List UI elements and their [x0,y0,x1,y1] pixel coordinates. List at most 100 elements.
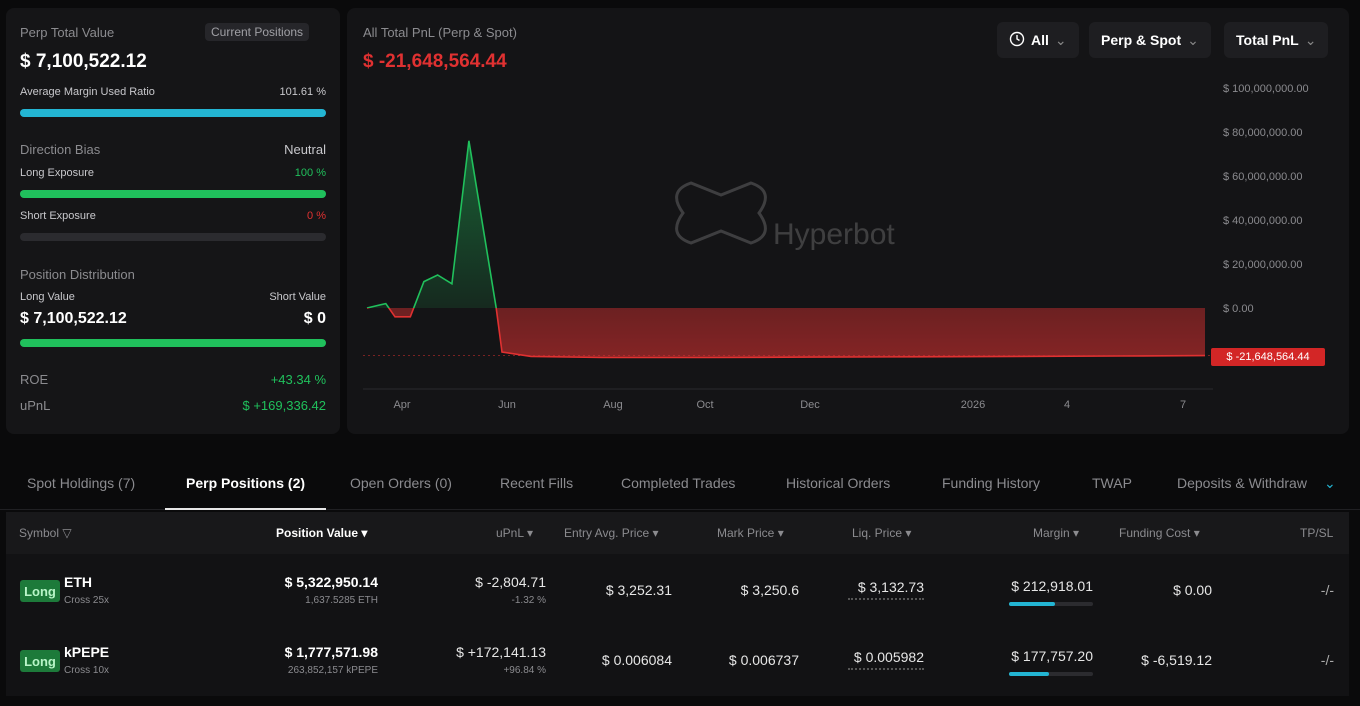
header-funding-cost[interactable]: Funding Cost ▾ [1119,526,1200,540]
time-range-label: All [1031,32,1049,48]
upnl-percent: -1.32 % [511,595,546,606]
short-exposure-value: 0 % [307,210,326,222]
upnl-label: uPnL [20,398,51,413]
sort-icon: ▾ [1073,526,1080,540]
header-liq-price[interactable]: Liq. Price ▾ [852,526,912,540]
tab-historical-orders[interactable]: Historical Orders [786,475,891,491]
avg-margin-value: 101.61 % [279,86,326,98]
short-exposure-label: Short Exposure [20,210,96,222]
position-size: 263,852,157 kPEPE [287,665,378,676]
long-exposure-value: 100 % [294,167,326,179]
header-mark-price[interactable]: Mark Price ▾ [717,526,784,540]
table-row[interactable]: Long kPEPE Cross 10x $ 1,777,571.98 263,… [6,624,1349,694]
tpsl[interactable]: -/- [1320,582,1334,598]
metric-dropdown[interactable]: Total PnL ⌄ [1224,22,1329,58]
tab-open-orders[interactable]: Open Orders (0) [350,475,452,491]
long-value: $ 7,100,522.12 [20,310,127,327]
tab-recent-fills[interactable]: Recent Fills [500,475,574,491]
header-symbol[interactable]: Symbol ▽ [19,526,72,540]
x-tick-label: Dec [800,399,820,411]
y-tick-label: $ 40,000,000.00 [1223,215,1303,227]
header-entry-price[interactable]: Entry Avg. Price ▾ [564,526,659,540]
x-tick-label: Oct [696,399,713,411]
pnl-chart: Hyperbot Apr Jun Aug Oct Dec 2026 4 7 $ 100,000… [363,83,1309,411]
chevron-down-icon: ⌄ [1054,31,1067,48]
funding-cost: $ -6,519.12 [1141,652,1212,668]
header-position-value[interactable]: Position Value ▾ [276,526,368,540]
chevron-down-icon: ⌄ [1304,31,1317,48]
tab-deposits-withdraw[interactable]: Deposits & Withdraw [1177,475,1307,491]
tab-twap[interactable]: TWAP [1092,475,1132,491]
tab-funding-history[interactable]: Funding History [942,475,1041,491]
x-tick-label: Aug [603,399,623,411]
position-distribution-label: Position Distribution [20,267,135,282]
pnl-line-negative [367,308,1206,359]
pnl-chart-panel: All Total PnL (Perp & Spot) $ -21,648,56… [347,8,1349,434]
perp-total-label: Perp Total Value [20,25,115,40]
sort-icon: ▾ [361,526,368,540]
metric-label: Total PnL [1236,32,1299,48]
watermark: Hyperbot [675,181,895,251]
avg-margin-label: Average Margin Used Ratio [20,86,155,98]
long-exposure-bar [20,190,326,198]
header-margin[interactable]: Margin ▾ [1033,526,1080,540]
long-value-label: Long Value [20,291,75,303]
scope-dropdown[interactable]: Perp & Spot ⌄ [1089,22,1211,58]
pnl-area-negative [367,308,1205,358]
long-exposure-label: Long Exposure [20,167,94,179]
margin: $ 177,757.20 [1011,648,1093,664]
chart-pnl-value: $ -21,648,564.44 [363,51,507,72]
upnl-percent: +96.84 % [503,665,546,676]
liq-price: $ 0.005982 [853,649,924,665]
liq-price-underline [848,668,924,670]
tab-completed-trades[interactable]: Completed Trades [621,475,736,491]
sort-icon: ▾ [1193,526,1200,540]
leverage: Cross 25x [64,595,110,606]
chevron-down-icon[interactable]: ⌄ [1324,475,1336,491]
margin-bar [1009,602,1093,606]
direction-bias-value: Neutral [284,142,326,157]
header-upnl[interactable]: uPnL ▾ [496,526,533,540]
tab-spot-holdings[interactable]: Spot Holdings (7) [27,475,136,491]
margin-bar [1009,672,1093,676]
short-exposure-bar [20,233,326,241]
tab-perp-positions[interactable]: Perp Positions (2) [186,475,306,491]
x-tick-label: 7 [1180,399,1186,411]
tpsl[interactable]: -/- [1320,652,1334,668]
liq-price-underline [848,598,924,600]
table-row[interactable]: Long ETH Cross 25x $ 5,322,950.14 1,637.… [6,554,1349,624]
side-badge: Long [20,650,60,672]
position-value: $ 5,322,950.14 [284,574,378,590]
clock-icon [1009,31,1025,50]
scope-label: Perp & Spot [1101,32,1182,48]
current-value-tag: $ -21,648,564.44 [1211,348,1325,366]
y-tick-label: $ 100,000,000.00 [1223,83,1309,95]
margin: $ 212,918.01 [1011,578,1093,594]
y-tick-label: $ 80,000,000.00 [1223,127,1303,139]
y-tick-label: $ 60,000,000.00 [1223,171,1303,183]
upnl: $ +172,141.13 [456,644,546,660]
entry-price: $ 0.006084 [601,652,672,668]
roe-label: ROE [20,372,49,387]
liq-price: $ 3,132.73 [857,579,924,595]
watermark-text: Hyperbot [773,218,895,251]
upnl: $ -2,804.71 [475,574,546,590]
y-tick-label: $ 20,000,000.00 [1223,259,1303,271]
current-positions-button[interactable]: Current Positions [205,23,310,41]
sort-icon: ▾ [905,526,912,540]
summary-panel: Perp Total Value Current Positions $ 7,1… [6,8,340,434]
sort-icon: ▾ [526,526,533,540]
x-tick-label: 4 [1064,399,1070,411]
time-range-dropdown[interactable]: All ⌄ [997,22,1079,58]
positions-tabs: Spot Holdings (7) Perp Positions (2) Ope… [0,458,1360,510]
position-value: $ 1,777,571.98 [284,644,378,660]
side-badge: Long [20,580,60,602]
chevron-down-icon: ⌄ [1187,31,1199,48]
symbol[interactable]: ETH [64,574,92,590]
filter-icon[interactable]: ▽ [62,526,72,540]
x-tick-label: 2026 [961,399,985,411]
short-value-label: Short Value [269,291,326,303]
mark-price: $ 0.006737 [728,652,799,668]
mark-price: $ 3,250.6 [740,582,799,598]
symbol[interactable]: kPEPE [64,644,110,660]
